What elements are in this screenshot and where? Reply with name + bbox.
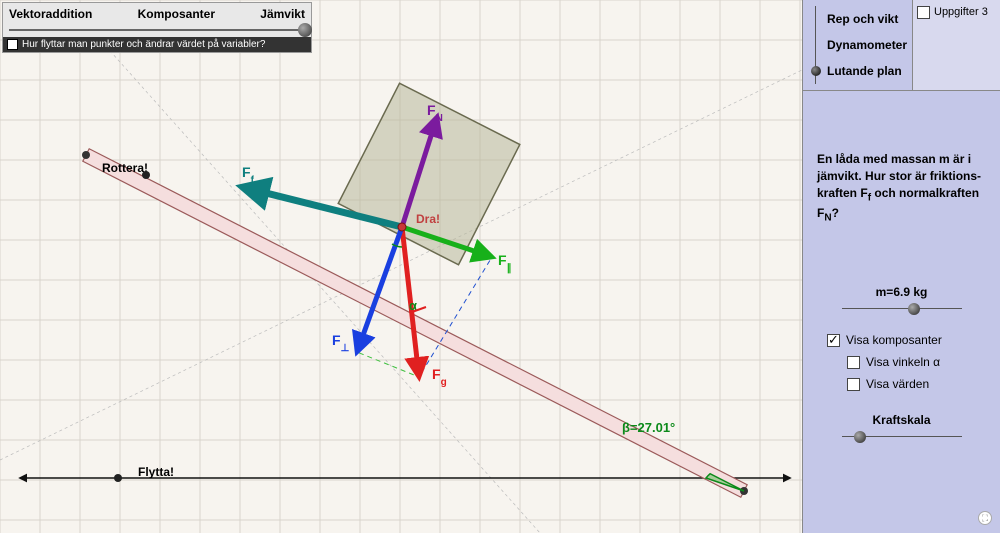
selected-bullet-icon bbox=[811, 66, 821, 76]
side-panel: Rep och vikt Dynamometer Lutande plan Up… bbox=[802, 0, 1000, 533]
option-label: Visa komposanter bbox=[846, 333, 942, 347]
help-checkbox[interactable] bbox=[7, 39, 18, 50]
checkbox[interactable] bbox=[847, 378, 860, 391]
mode-label-1: Komposanter bbox=[138, 7, 215, 21]
mode-slider-knob[interactable] bbox=[298, 23, 312, 37]
tasks-checkbox[interactable] bbox=[917, 6, 930, 19]
checkbox[interactable] bbox=[827, 334, 840, 347]
scale-slider[interactable] bbox=[842, 431, 962, 443]
svg-text:Fg: Fg bbox=[432, 366, 447, 388]
tasks-tab[interactable]: Uppgifter 3 bbox=[913, 0, 1000, 90]
option-item[interactable]: Visa komposanter bbox=[817, 329, 986, 351]
help-label: Hur flyttar man punkter och ändrar värde… bbox=[22, 39, 265, 50]
option-item[interactable]: Visa vinkeln α bbox=[817, 351, 986, 373]
scale-title: Kraftskala bbox=[817, 413, 986, 427]
checkbox[interactable] bbox=[847, 356, 860, 369]
mass-slider[interactable] bbox=[842, 303, 962, 315]
help-row[interactable]: Hur flyttar man punkter och ändrar värde… bbox=[3, 37, 311, 52]
mode-selector-panel: Vektoraddition Komposanter Jämvikt Hur f… bbox=[2, 2, 312, 53]
svg-text:β=27.01°: β=27.01° bbox=[622, 420, 675, 435]
scale-slider-knob[interactable] bbox=[854, 431, 866, 443]
svg-text:Rottera!: Rottera! bbox=[102, 161, 148, 175]
diagram-canvas[interactable]: FNFgFfF∥F⊥β=27.01°αFlytta!Rottera!Dra! V… bbox=[0, 0, 802, 533]
svg-text:F⊥: F⊥ bbox=[332, 332, 350, 354]
option-label: Visa vinkeln α bbox=[866, 355, 940, 369]
scenario-item-rope[interactable]: Rep och vikt bbox=[807, 6, 908, 32]
scenario-item-incline[interactable]: Lutande plan bbox=[807, 58, 908, 84]
mode-label-0: Vektoraddition bbox=[9, 7, 92, 21]
mass-slider-knob[interactable] bbox=[908, 303, 920, 315]
mode-slider[interactable] bbox=[9, 25, 305, 35]
scenario-list: Rep och vikt Dynamometer Lutande plan bbox=[803, 0, 913, 90]
mode-labels: Vektoraddition Komposanter Jämvikt bbox=[9, 5, 305, 23]
mode-label-2: Jämvikt bbox=[260, 7, 305, 21]
options-list: Visa komposanter Visa vinkeln α Visa värde… bbox=[817, 329, 986, 395]
svg-text:Ff: Ff bbox=[242, 164, 255, 186]
option-item[interactable]: Visa värden bbox=[817, 373, 986, 395]
mass-label: m=6.9 kg bbox=[817, 285, 986, 299]
svg-text:F∥: F∥ bbox=[498, 252, 512, 274]
question-text: En låda med massan m är i jämvikt. Hur s… bbox=[817, 151, 986, 225]
option-label: Visa värden bbox=[866, 377, 929, 391]
fullscreen-icon[interactable]: ⛶ bbox=[978, 511, 992, 525]
scenario-item-dynamometer[interactable]: Dynamometer bbox=[807, 32, 908, 58]
svg-text:Flytta!: Flytta! bbox=[138, 465, 174, 479]
svg-text:Dra!: Dra! bbox=[416, 212, 440, 226]
